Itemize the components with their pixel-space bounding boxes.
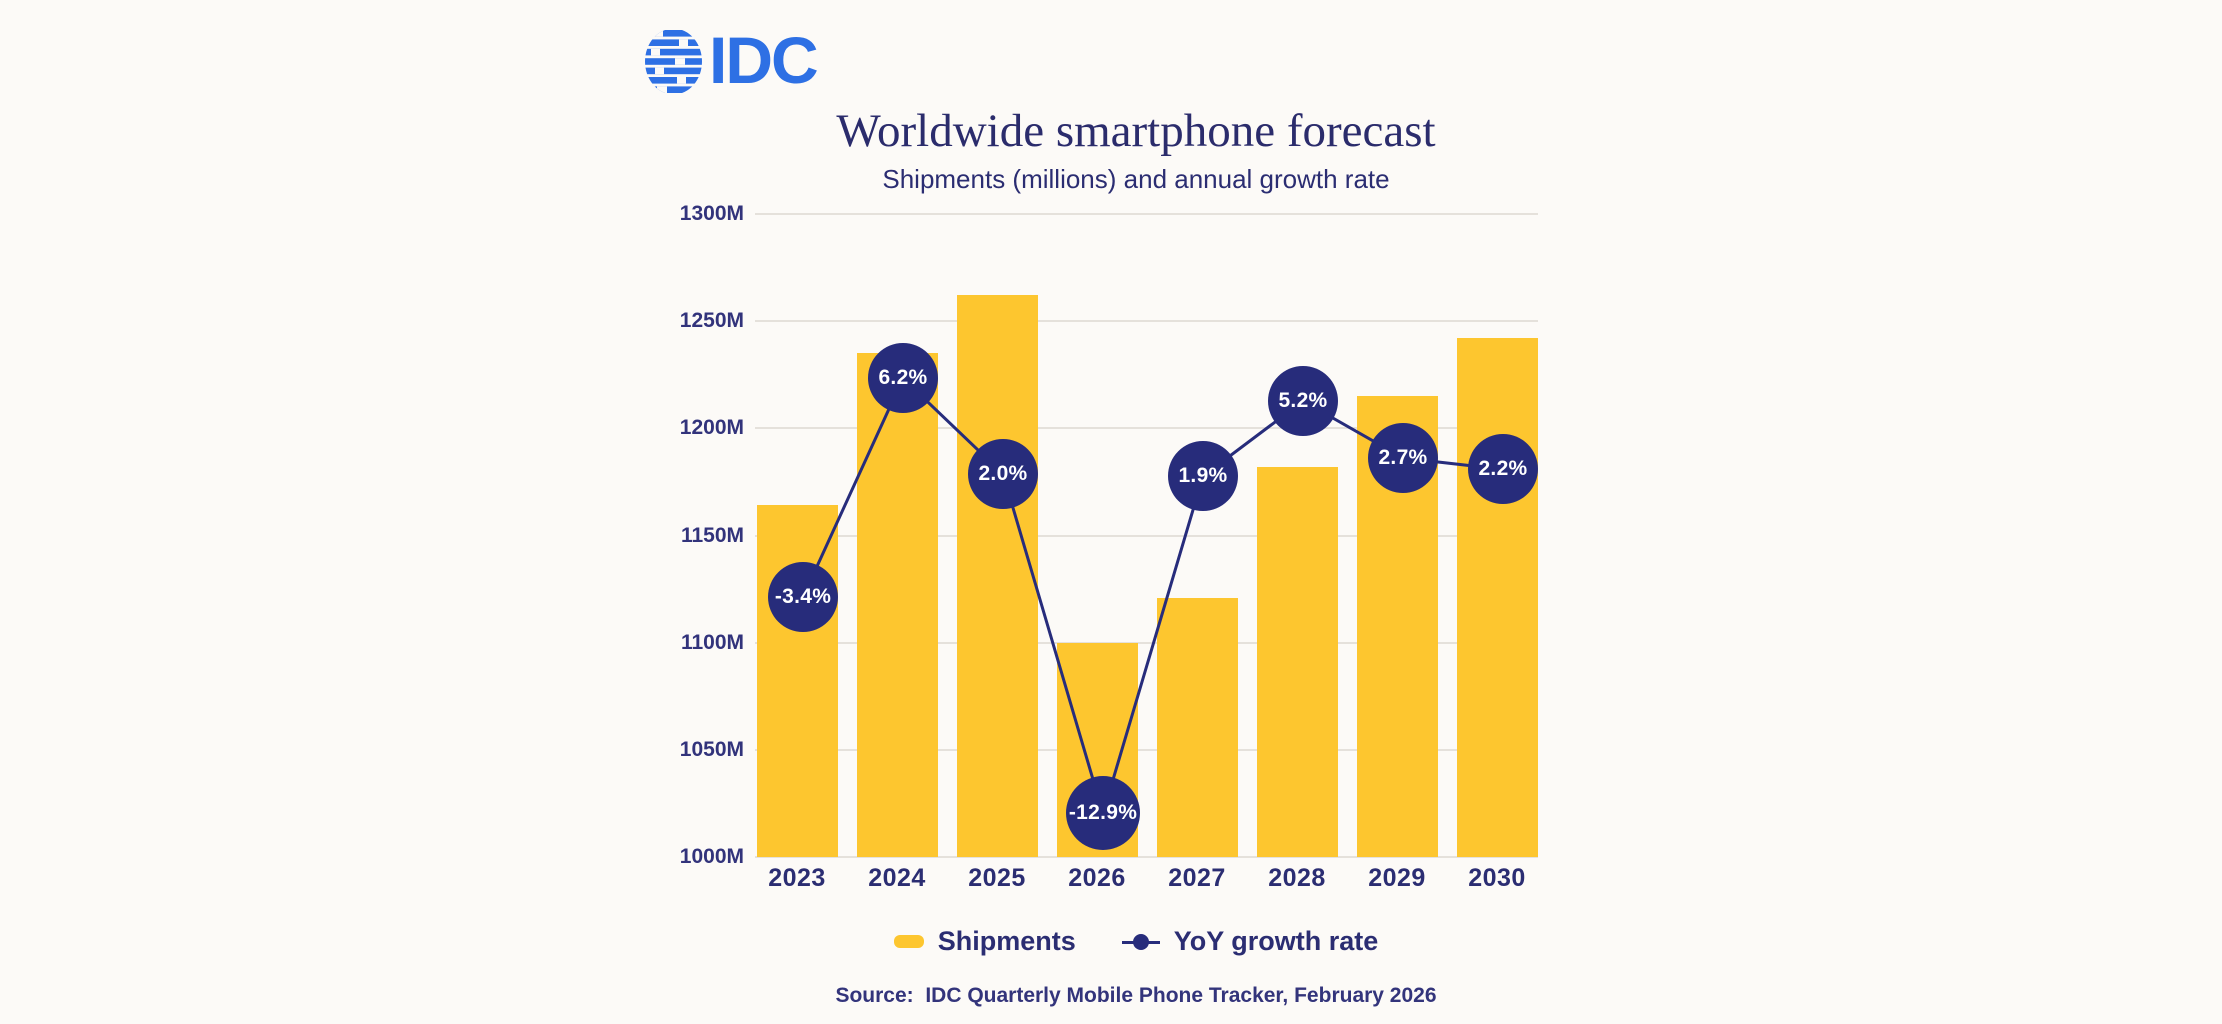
bar-2023 <box>756 505 838 857</box>
idc-logo: IDC <box>645 22 819 97</box>
growth-marker-2030: 2.2% <box>1468 434 1538 505</box>
x-axis-label-2028: 2028 <box>1268 864 1326 892</box>
bar-2024 <box>856 353 938 857</box>
bar-2028 <box>1256 466 1338 857</box>
chart-title: Worldwide smartphone forecast <box>836 105 1436 157</box>
bar-2025 <box>956 295 1038 857</box>
legend: Shipments YoY growth rate <box>625 926 1647 957</box>
y-axis-label-1300M: 1300M <box>679 202 744 225</box>
legend-label-yoy: YoY growth rate <box>1173 926 1379 956</box>
legend-item-yoy: YoY growth rate <box>1121 926 1379 957</box>
y-axis-label-1100M: 1100M <box>680 630 744 654</box>
idc-globe-icon <box>645 30 702 93</box>
bar-2030 <box>1456 338 1538 857</box>
growth-marker-2024: 6.2% <box>868 343 938 414</box>
legend-item-shipments: Shipments <box>893 926 1076 957</box>
x-axis-label-2027: 2027 <box>1168 864 1226 892</box>
yoy-line-dot-icon <box>1121 933 1160 951</box>
x-axis-label-2029: 2029 <box>1368 864 1426 892</box>
x-axis-label-2026: 2026 <box>1068 864 1126 892</box>
growth-marker-2025: 2.0% <box>968 438 1038 509</box>
chart-subtitle: Shipments (millions) and annual growth r… <box>882 164 1390 194</box>
idc-logo-text: IDC <box>709 22 819 97</box>
growth-marker-2026: -12.9% <box>1066 776 1140 851</box>
bar-2027 <box>1156 597 1238 857</box>
x-axis-label-2023: 2023 <box>768 864 826 892</box>
y-axis-label-1250M: 1250M <box>679 309 744 333</box>
y-axis-label-1150M: 1150M <box>680 523 744 547</box>
growth-marker-2028: 5.2% <box>1268 366 1338 437</box>
x-axis-label-2030: 2030 <box>1468 864 1526 892</box>
growth-marker-2023: -3.4% <box>768 561 838 632</box>
shipments-swatch-icon <box>893 935 924 948</box>
y-axis-label-1050M: 1050M <box>679 737 744 761</box>
growth-marker-2027: 1.9% <box>1168 441 1238 512</box>
source-note: Source: IDC Quarterly Mobile Phone Track… <box>835 984 1437 1007</box>
y-axis-label-1000M: 1000M <box>679 845 744 868</box>
x-axis-label-2025: 2025 <box>968 864 1026 892</box>
gridline-1250M <box>755 320 1538 323</box>
gridline-1000M <box>755 856 1538 858</box>
gridline-1300M <box>755 213 1538 215</box>
legend-label-shipments: Shipments <box>937 926 1076 956</box>
growth-marker-2029: 2.7% <box>1368 422 1438 493</box>
y-axis-label-1200M: 1200M <box>679 416 744 440</box>
x-axis-label-2024: 2024 <box>868 864 926 892</box>
